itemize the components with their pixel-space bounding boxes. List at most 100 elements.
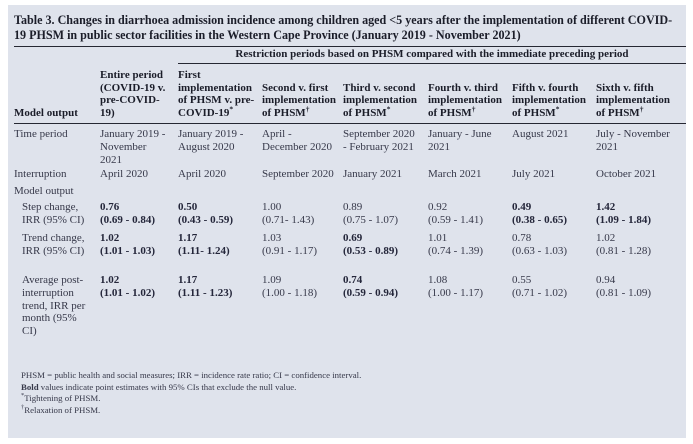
table-row-interruption: Interruption April 2020 April 2020 Septe… [14,168,686,185]
footnote-text: PHSM = public health and social measures… [21,370,362,380]
col-header-fifth-v-fourth: Fifth v. fourth implementation of PHSM* [512,82,596,120]
col-header-third-v-second: Third v. second implementation of PHSM* [343,82,428,120]
row-label: Interruption [14,168,67,180]
table-row-time-period: Time period January 2019 - November 2021… [14,124,686,168]
row-label: Average post-interruption trend, IRR per… [22,274,86,338]
irr-cell: 1.01 (0.74 - 1.39) [428,232,512,258]
irr-estimate: 1.09 [262,274,282,286]
irr-estimate: 1.17 [178,232,198,244]
irr-ci: (0.59 - 1.41) [428,213,483,226]
irr-ci: (0.81 - 1.09) [596,286,651,299]
span-header-spacer [14,48,178,64]
col-header-entire-period: Entire period (COVID-19 v. pre-COVID-19) [100,69,178,120]
interruption-cell: July 2021 [512,168,556,180]
footnote-mark: * [229,104,234,114]
irr-cell: 0.92 (0.59 - 1.41) [428,201,512,227]
col-header-label: Sixth v. fifth implementation of PHSM [596,81,670,120]
irr-ci: (1.00 - 1.17) [428,286,483,299]
irr-cell: 1.02 (1.01 - 1.02) [100,274,178,300]
irr-ci: (0.71 - 1.02) [512,286,567,299]
irr-estimate: 0.76 [100,201,120,213]
irr-cell: 1.08 (1.00 - 1.17) [428,274,512,300]
irr-estimate: 1.17 [178,274,198,286]
irr-estimate: 0.50 [178,201,198,213]
time-period-cell: April - December 2020 [262,128,332,153]
table-row-section-label: Model output [14,185,686,201]
restriction-span-header: Restriction periods based on PHSM compar… [178,48,686,64]
col-header-label: Fourth v. third implementation of PHSM [428,81,502,120]
irr-estimate: 1.03 [262,232,282,244]
interruption-cell: March 2021 [428,168,482,180]
irr-estimate: 0.74 [343,274,363,286]
table-row-average-post-interruption: Average post-interruption trend, IRR per… [14,274,686,353]
irr-cell: 1.09 (1.00 - 1.18) [262,274,343,300]
irr-estimate: 0.94 [596,274,616,286]
table-row-step-change: Step change, IRR (95% CI) 0.76 (0.69 - 0.… [14,201,686,232]
irr-estimate: 0.69 [343,232,363,244]
interruption-cell: October 2021 [596,168,657,180]
footnote-symbol: † [21,403,25,411]
irr-cell: 0.49 (0.38 - 0.65) [512,201,596,227]
interruption-cell: April 2020 [100,168,148,180]
col-header-label: Third v. second implementation of PHSM [343,81,417,120]
footnote-mark: † [639,104,644,114]
irr-ci: (0.53 - 0.89) [343,244,398,257]
irr-cell: 1.03 (0.91 - 1.17) [262,232,343,258]
time-period-cell: January 2019 - November 2021 [100,128,166,166]
irr-cell: 0.94 (0.81 - 1.09) [596,274,686,300]
irr-ci: (0.43 - 0.59) [178,213,233,226]
irr-cell: 0.50 (0.43 - 0.59) [178,201,262,227]
irr-estimate: 1.02 [596,232,616,244]
col-header-second-v-first: Second v. first implementation of PHSM† [262,82,343,120]
col-header-fourth-v-third: Fourth v. third implementation of PHSM† [428,82,512,120]
time-period-cell: September 2020 - February 2021 [343,128,415,153]
row-label: Time period [14,128,68,140]
table-row-trend-change: Trend change, IRR (95% CI) 1.02 (1.01 - 1… [14,232,686,274]
col-header-label: Fifth v. fourth implementation of PHSM [512,81,586,120]
irr-ci: (1.01 - 1.02) [100,286,155,299]
irr-ci: (1.11 - 1.23) [178,286,233,299]
col-header-label: Entire period (COVID-19 v. pre-COVID-19) [100,68,166,120]
irr-cell: 0.55 (0.71 - 1.02) [512,274,596,300]
irr-ci: (0.69 - 0.84) [100,213,155,226]
irr-estimate: 1.01 [428,232,448,244]
irr-estimate: 1.42 [596,201,616,213]
irr-cell: 0.74 (0.59 - 0.94) [343,274,428,300]
irr-estimate: 1.02 [100,274,120,286]
irr-ci: (0.74 - 1.39) [428,244,483,257]
footnote-mark: * [386,104,391,114]
irr-estimate: 1.08 [428,274,448,286]
irr-ci: (1.00 - 1.18) [262,286,317,299]
footnote-relaxation: †Relaxation of PHSM. [21,403,686,417]
row-label: Trend change, IRR (95% CI) [22,232,85,257]
col-header-model-output: Model output [14,107,100,120]
table-title: Table 3. Changes in diarrhoea admission … [14,10,686,47]
irr-ci: (0.59 - 0.94) [343,286,398,299]
irr-estimate: 1.00 [262,201,282,213]
irr-ci: (0.91 - 1.17) [262,244,317,257]
span-header-row: Restriction periods based on PHSM compar… [14,48,686,64]
irr-estimate: 0.55 [512,274,532,286]
section-label: Model output [14,185,74,197]
irr-cell: 1.42 (1.09 - 1.84) [596,201,686,227]
irr-ci: (0.81 - 1.28) [596,244,651,257]
irr-ci: (0.63 - 1.03) [512,244,567,257]
interruption-cell: September 2020 [262,168,334,180]
irr-ci: (0.71- 1.43) [262,213,315,226]
irr-cell: 1.17 (1.11- 1.24) [178,232,262,258]
irr-estimate: 0.78 [512,232,532,244]
time-period-cell: January - June 2021 [428,128,492,153]
irr-ci: (1.11- 1.24) [178,244,230,257]
interruption-cell: April 2020 [178,168,226,180]
irr-ci: (1.09 - 1.84) [596,213,651,226]
irr-cell: 1.00 (0.71- 1.43) [262,201,343,227]
interruption-cell: January 2021 [343,168,402,180]
table-panel: Table 3. Changes in diarrhoea admission … [8,5,686,438]
footnote-tightening: *Tightening of PHSM. [21,393,686,405]
irr-cell: 0.89 (0.75 - 1.07) [343,201,428,227]
footnote-bold-note: Bold values indicate point estimates wit… [21,382,686,394]
time-period-cell: July - November 2021 [596,128,670,153]
footnote-mark: † [471,104,476,114]
time-period-cell: August 2021 [512,128,569,140]
footnote-abbreviations: PHSM = public health and social measures… [21,370,686,382]
